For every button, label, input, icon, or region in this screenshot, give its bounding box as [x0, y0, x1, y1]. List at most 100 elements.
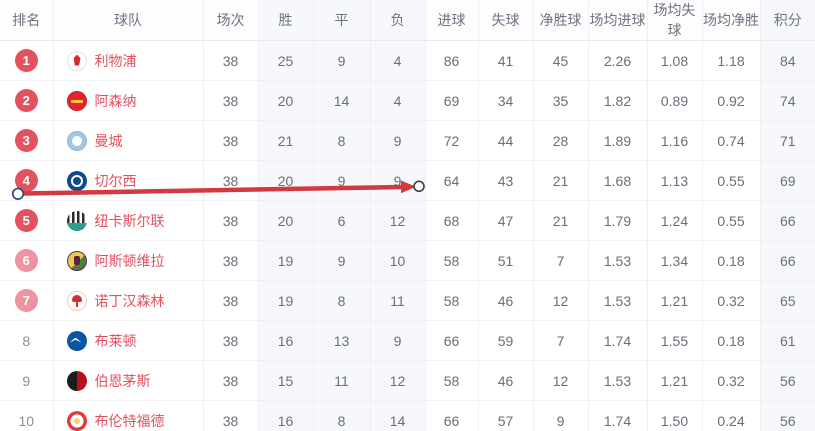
- table-row[interactable]: 5 纽卡斯尔联 38 20 6 12 68 47 21 1.79 1.24 0.55 66: [0, 200, 815, 241]
- cell-gf: 68: [424, 200, 478, 241]
- rank-badge: 5: [14, 209, 38, 232]
- cell-played: 38: [202, 320, 258, 361]
- cell-win: 20: [257, 200, 313, 241]
- cell-avg_ga: 1.08: [646, 40, 702, 81]
- cell-points: 84: [759, 40, 815, 81]
- cell-loss: 9: [369, 320, 425, 361]
- cell-gd: 7: [532, 240, 588, 281]
- cell-win: 20: [257, 160, 313, 201]
- cell-avg_gf: 1.74: [587, 320, 647, 361]
- cell-gf: 86: [424, 40, 478, 81]
- cell-avg_gd: 0.24: [701, 400, 760, 431]
- cell-avg_gd: 0.32: [701, 360, 760, 401]
- cell-gd: 21: [532, 200, 588, 241]
- cell-ga: 47: [477, 200, 533, 241]
- team-cell: 伯恩茅斯: [52, 360, 203, 401]
- cell-draw: 13: [312, 320, 370, 361]
- cell-gd: 21: [532, 160, 588, 201]
- cell-avg_gd: 0.18: [701, 240, 760, 281]
- cell-loss: 9: [369, 120, 425, 161]
- column-header-draw: 平: [312, 0, 370, 41]
- rank-badge: 2: [14, 89, 38, 112]
- cell-played: 38: [202, 160, 258, 201]
- cell-played: 38: [202, 120, 258, 161]
- cell-gd: 7: [532, 320, 588, 361]
- cell-draw: 9: [312, 160, 370, 201]
- rank-cell: 9: [0, 360, 53, 401]
- cell-avg_gd: 0.92: [701, 80, 760, 121]
- villa-logo-icon: [66, 250, 87, 271]
- table-row[interactable]: 4 切尔西 38 20 9 9 64 43 21 1.68 1.13 0.55 69: [0, 160, 815, 201]
- rank-cell: 3: [0, 120, 53, 161]
- table-row[interactable]: 8 布莱顿 38 16 13 9 66 59 7 1.74 1.55 0.18 61: [0, 320, 815, 361]
- rank-label: 9: [22, 372, 31, 389]
- rank-label: 10: [18, 412, 35, 429]
- team-name: 纽卡斯尔联: [94, 212, 165, 229]
- cell-avg_ga: 1.16: [646, 120, 702, 161]
- cell-gd: 28: [532, 120, 588, 161]
- cell-ga: 43: [477, 160, 533, 201]
- rank-cell: 8: [0, 320, 53, 361]
- cell-loss: 4: [369, 80, 425, 121]
- table-row[interactable]: 3 曼城 38 21 8 9 72 44 28 1.89 1.16 0.74 71: [0, 120, 815, 161]
- cell-points: 56: [759, 400, 815, 431]
- column-header-avg_gd: 场均净胜: [701, 0, 760, 41]
- table-row[interactable]: 9 伯恩茅斯 38 15 11 12 58 46 12 1.53 1.21 0.32 56: [0, 360, 815, 401]
- column-header-win: 胜: [257, 0, 313, 41]
- cell-gf: 66: [424, 400, 478, 431]
- cell-avg_gd: 0.18: [701, 320, 760, 361]
- cell-gd: 12: [532, 360, 588, 401]
- mancity-logo-icon: [66, 130, 87, 151]
- cell-gf: 69: [424, 80, 478, 121]
- cell-avg_gd: 0.74: [701, 120, 760, 161]
- cell-played: 38: [202, 240, 258, 281]
- cell-gd: 12: [532, 280, 588, 321]
- cell-win: 21: [257, 120, 313, 161]
- column-header-rank: 排名: [0, 0, 53, 41]
- table-row[interactable]: 1 利物浦 38 25 9 4 86 41 45 2.26 1.08 1.18 84: [0, 40, 815, 81]
- rank-cell: 7: [0, 280, 53, 321]
- team-cell: 布莱顿: [52, 320, 203, 361]
- header-row: 排名 球队 场次胜平负进球 失球 净胜球 场均进球 场均失球 场均净胜 积分: [0, 0, 815, 41]
- cell-win: 19: [257, 240, 313, 281]
- cell-points: 66: [759, 240, 815, 281]
- cell-played: 38: [202, 280, 258, 321]
- cell-win: 16: [257, 320, 313, 361]
- team-cell: 曼城: [52, 120, 203, 161]
- cell-ga: 41: [477, 40, 533, 81]
- cell-avg_gf: 1.82: [587, 80, 647, 121]
- cell-avg_gf: 1.68: [587, 160, 647, 201]
- team-cell: 诺丁汉森林: [52, 280, 203, 321]
- cell-points: 65: [759, 280, 815, 321]
- team-name: 曼城: [94, 132, 123, 149]
- column-header-loss: 负: [369, 0, 425, 41]
- cell-gd: 35: [532, 80, 588, 121]
- rank-cell: 2: [0, 80, 53, 121]
- table-row[interactable]: 6 阿斯顿维拉 38 19 9 10 58 51 7 1.53 1.34 0.18 66: [0, 240, 815, 281]
- cell-avg_ga: 1.50: [646, 400, 702, 431]
- cell-avg_gf: 2.26: [587, 40, 647, 81]
- cell-win: 15: [257, 360, 313, 401]
- cell-win: 20: [257, 80, 313, 121]
- cell-loss: 9: [369, 160, 425, 201]
- column-header-gf: 进球: [424, 0, 478, 41]
- chelsea-logo-icon: [66, 170, 87, 191]
- cell-ga: 44: [477, 120, 533, 161]
- cell-played: 38: [202, 360, 258, 401]
- cell-ga: 46: [477, 360, 533, 401]
- table-row[interactable]: 2 阿森纳 38 20 14 4 69 34 35 1.82 0.89 0.92 74: [0, 80, 815, 121]
- column-header-avg_ga: 场均失球: [646, 0, 702, 41]
- cell-avg_gf: 1.74: [587, 400, 647, 431]
- bournemouth-logo-icon: [66, 370, 87, 391]
- cell-draw: 8: [312, 120, 370, 161]
- cell-avg_ga: 1.21: [646, 360, 702, 401]
- cell-loss: 12: [369, 360, 425, 401]
- cell-avg_gf: 1.89: [587, 120, 647, 161]
- rank-cell: 10: [0, 400, 53, 431]
- team-cell: 阿森纳: [52, 80, 203, 121]
- table-row[interactable]: 7 诺丁汉森林 38 19 8 11 58 46 12 1.53 1.21 0.32 65: [0, 280, 815, 321]
- cell-loss: 10: [369, 240, 425, 281]
- table-row[interactable]: 10 布伦特福德 38 16 8 14 66 57 9 1.74 1.50 0.24 56: [0, 400, 815, 431]
- rank-badge: 1: [14, 49, 38, 72]
